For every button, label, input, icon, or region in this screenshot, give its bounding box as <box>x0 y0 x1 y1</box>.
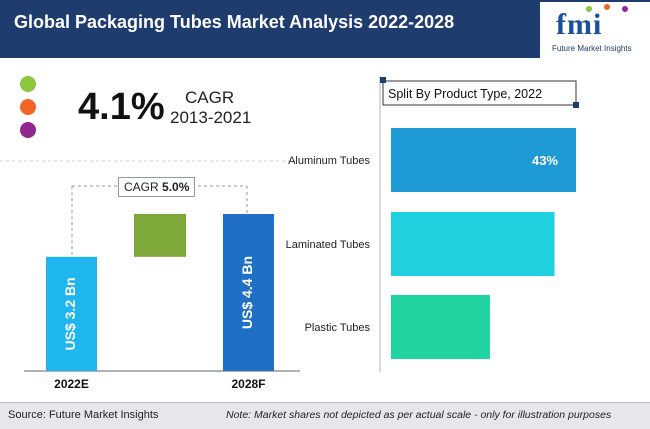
split-bar-2 <box>391 295 490 359</box>
split-title-box <box>382 80 577 106</box>
cagr-label: CAGR <box>185 88 235 107</box>
footer-source: Source: Future Market Insights <box>8 409 159 421</box>
cagr-callout-value: 5.0% <box>162 180 190 194</box>
footer: Source: Future Market Insights Note: Mar… <box>0 402 650 429</box>
cagr-period: 2013-2021 <box>170 108 252 127</box>
logo-tagline: Future Market Insights <box>552 44 632 53</box>
split-title-corner-br <box>573 102 579 108</box>
cagr-callout-label: CAGR <box>124 180 159 194</box>
x-tick-label: 2022E <box>54 377 89 391</box>
logo <box>540 2 650 58</box>
increment-block <box>134 214 186 257</box>
split-title-corner-tl <box>380 77 386 83</box>
orange-dot <box>20 99 36 115</box>
green-dot <box>20 76 36 92</box>
split-category-label: Aluminum Tubes <box>288 155 370 167</box>
x-tick-label: 2028F <box>231 377 265 391</box>
split-value-label: 43% <box>532 153 558 168</box>
purple-dot <box>20 122 36 138</box>
split-bar-0 <box>391 128 576 192</box>
page-title: Global Packaging Tubes Market Analysis 2… <box>14 12 455 32</box>
split-category-label: Laminated Tubes <box>286 239 371 251</box>
bar-2028F <box>223 214 274 371</box>
footer-note: Note: Market shares not depicted as per … <box>226 409 612 421</box>
logo-dot-purple <box>622 6 628 12</box>
split-title: Split By Product Type, 2022 <box>388 87 543 101</box>
bar-2022E <box>46 256 97 371</box>
cagr-value: 4.1% <box>78 86 165 128</box>
bar-value-label: US$ 4.4 Bn <box>239 256 255 329</box>
logo-dot-orange <box>604 4 610 10</box>
split-category-label: Plastic Tubes <box>305 322 371 334</box>
logo-mark: fmi <box>556 8 603 41</box>
bar-value-label: US$ 3.2 Bn <box>62 277 78 350</box>
cagr-callout: CAGR 5.0% <box>118 177 196 197</box>
split-bar-1 <box>391 212 555 276</box>
logo-dot-green <box>586 6 592 12</box>
